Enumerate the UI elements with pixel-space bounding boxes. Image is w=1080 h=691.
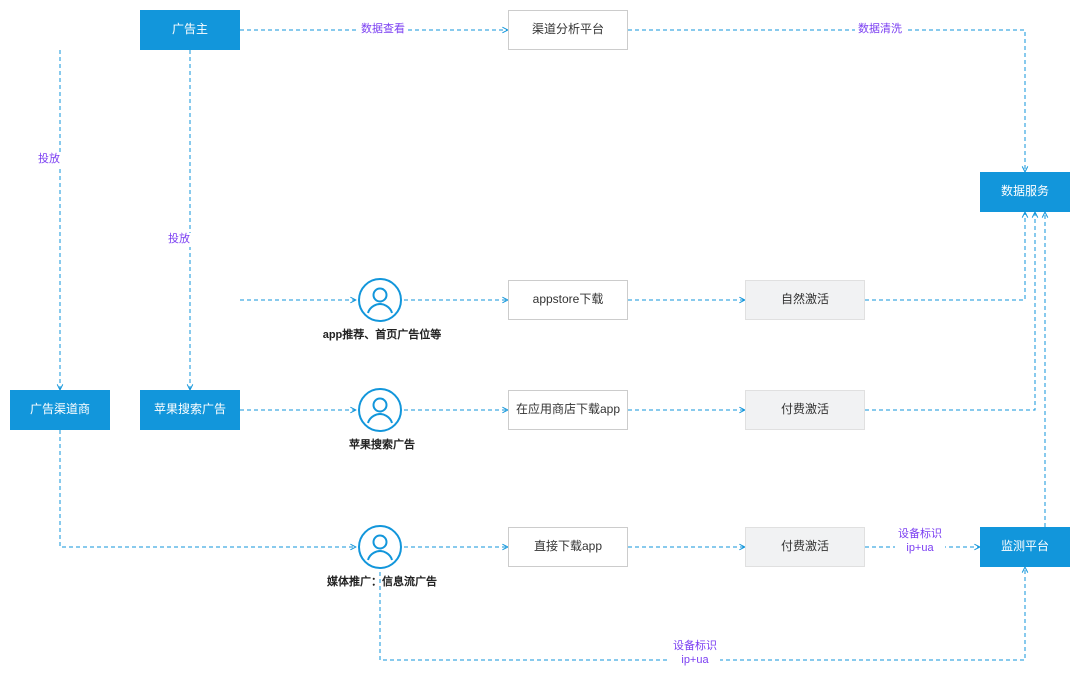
edge-paid1-to-ds	[865, 212, 1035, 410]
node-paid-activate-2: 付费激活	[745, 527, 865, 567]
node-direct-download: 直接下载app	[508, 527, 628, 567]
edge-label-paid2-to-monitor: 设备标识 ip+ua	[895, 528, 945, 556]
edge-platform-corner	[628, 30, 1025, 172]
node-advertiser: 广告主	[140, 10, 240, 50]
node-data-service: 数据服务	[980, 172, 1070, 212]
user-icon	[358, 278, 402, 322]
actor-label-3: 媒体推广：信息流广告	[318, 575, 446, 589]
node-channel-platform: 渠道分析平台	[508, 10, 628, 50]
edge-nat-to-ds	[865, 212, 1025, 300]
edge-adch-to-a3	[60, 430, 356, 547]
node-store-download: 在应用商店下载app	[508, 390, 628, 430]
edges-layer	[0, 0, 1080, 691]
actor-label-1: app推荐、首页广告位等	[318, 328, 446, 342]
edge-label-platform-corner: 数据清洗	[855, 23, 905, 37]
user-icon	[358, 525, 402, 569]
node-ad-channel: 广告渠道商	[10, 390, 110, 430]
node-monitor-platform: 监测平台	[980, 527, 1070, 567]
edge-label-adv-to-apple: 投放	[165, 233, 193, 247]
edge-label-adv-to-adchannel: 投放	[35, 153, 63, 167]
node-appstore-download: appstore下载	[508, 280, 628, 320]
node-paid-activate-1: 付费激活	[745, 390, 865, 430]
node-natural-activate: 自然激活	[745, 280, 865, 320]
node-apple-search-ads: 苹果搜索广告	[140, 390, 240, 430]
user-icon	[358, 388, 402, 432]
actor-label-2: 苹果搜索广告	[338, 438, 426, 452]
edge-label-a3-loop-monitor: 设备标识 ip+ua	[670, 640, 720, 668]
edge-label-adv-to-platform: 数据查看	[358, 23, 408, 37]
